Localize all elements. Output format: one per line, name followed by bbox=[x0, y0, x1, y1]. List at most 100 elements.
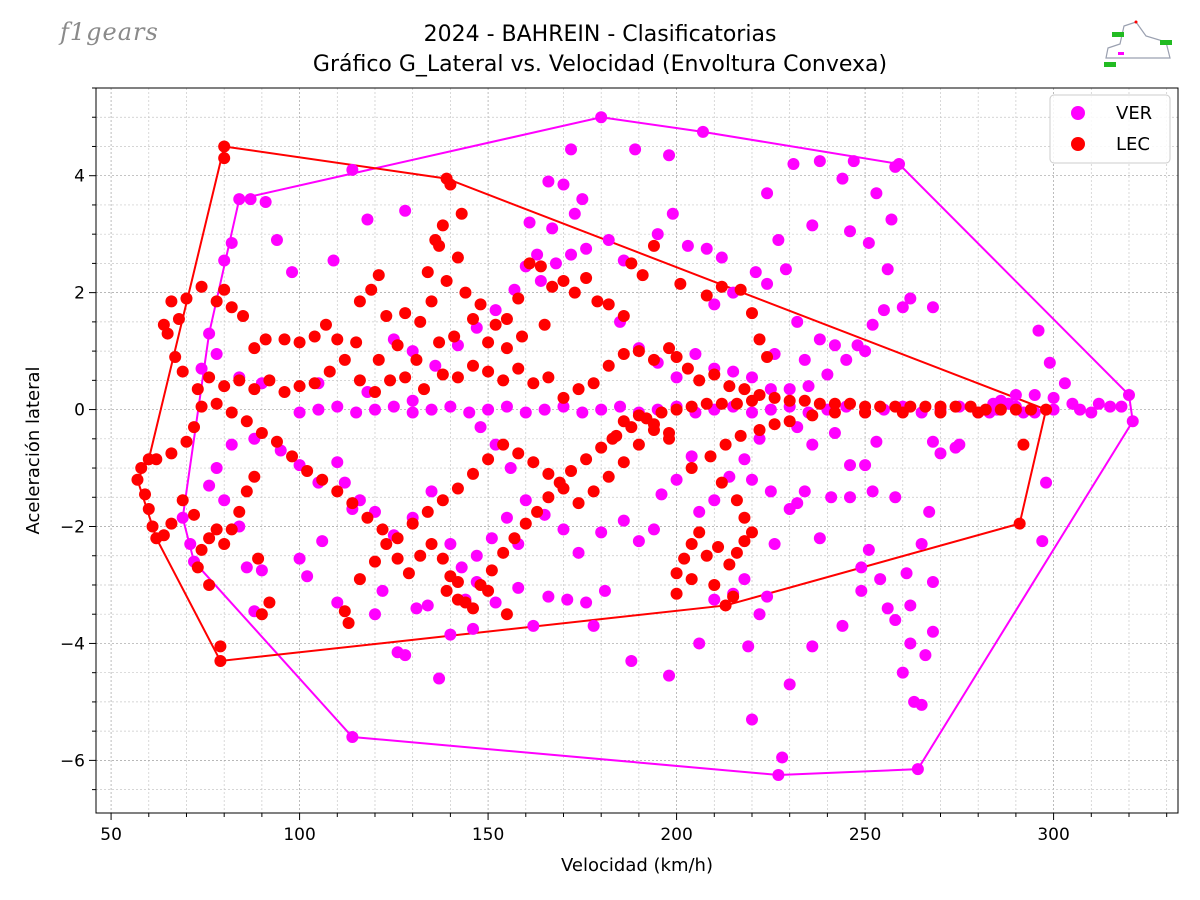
point-lec bbox=[225, 406, 238, 419]
point-lec bbox=[602, 359, 615, 372]
point-lec bbox=[783, 394, 796, 407]
point-ver bbox=[783, 678, 796, 691]
point-lec bbox=[399, 307, 412, 320]
x-tick-label: 150 bbox=[472, 825, 504, 845]
point-ver bbox=[463, 406, 476, 419]
point-ver bbox=[346, 163, 359, 176]
point-ver bbox=[1073, 403, 1086, 416]
point-ver bbox=[700, 242, 713, 255]
point-ver bbox=[429, 359, 442, 372]
point-ver bbox=[595, 111, 608, 124]
point-lec bbox=[368, 555, 381, 568]
point-ver bbox=[561, 593, 574, 606]
point-ver bbox=[557, 400, 570, 413]
point-ver bbox=[387, 400, 400, 413]
point-ver bbox=[565, 248, 578, 261]
point-lec bbox=[625, 257, 638, 270]
point-ver bbox=[855, 584, 868, 597]
point-ver bbox=[444, 628, 457, 641]
point-ver bbox=[647, 523, 660, 536]
point-ver bbox=[768, 538, 781, 551]
point-ver bbox=[904, 599, 917, 612]
point-ver bbox=[218, 254, 231, 267]
point-ver bbox=[1058, 377, 1071, 390]
point-ver bbox=[1028, 388, 1041, 401]
point-ver bbox=[847, 155, 860, 168]
point-ver bbox=[889, 160, 902, 173]
point-ver bbox=[331, 456, 344, 469]
point-lec bbox=[602, 470, 615, 483]
point-ver bbox=[693, 637, 706, 650]
hull-ver bbox=[181, 116, 1134, 776]
point-ver bbox=[576, 406, 589, 419]
point-lec bbox=[617, 456, 630, 469]
point-lec bbox=[240, 485, 253, 498]
point-lec bbox=[482, 584, 495, 597]
point-ver bbox=[715, 251, 728, 264]
point-lec bbox=[319, 318, 332, 331]
point-lec bbox=[135, 462, 148, 475]
point-ver bbox=[881, 602, 894, 615]
point-lec bbox=[700, 397, 713, 410]
point-ver bbox=[210, 348, 223, 361]
point-lec bbox=[188, 421, 201, 434]
point-lec bbox=[572, 497, 585, 510]
point-lec bbox=[534, 260, 547, 273]
point-lec bbox=[693, 374, 706, 387]
point-lec bbox=[606, 432, 619, 445]
point-ver bbox=[836, 172, 849, 185]
point-ver bbox=[406, 394, 419, 407]
point-lec bbox=[768, 418, 781, 431]
point-lec bbox=[474, 298, 487, 311]
point-lec bbox=[497, 438, 510, 451]
point-ver bbox=[696, 125, 709, 138]
point-lec bbox=[372, 269, 385, 282]
point-lec bbox=[180, 292, 193, 305]
point-lec bbox=[734, 283, 747, 296]
point-lec bbox=[255, 426, 268, 439]
point-ver bbox=[761, 187, 774, 200]
point-lec bbox=[500, 608, 513, 621]
point-ver bbox=[900, 567, 913, 580]
point-lec bbox=[538, 318, 551, 331]
point-ver bbox=[866, 485, 879, 498]
point-lec bbox=[350, 336, 363, 349]
point-ver bbox=[485, 532, 498, 545]
point-lec bbox=[214, 654, 227, 667]
point-ver bbox=[806, 219, 819, 232]
point-ver bbox=[327, 254, 340, 267]
point-lec bbox=[497, 374, 510, 387]
point-lec bbox=[734, 429, 747, 442]
point-ver bbox=[776, 751, 789, 764]
point-ver bbox=[286, 266, 299, 279]
point-lec bbox=[482, 365, 495, 378]
point-lec bbox=[225, 523, 238, 536]
point-lec bbox=[704, 450, 717, 463]
point-lec bbox=[467, 467, 480, 480]
point-lec bbox=[828, 406, 841, 419]
point-lec bbox=[844, 397, 857, 410]
point-lec bbox=[663, 342, 676, 355]
legend: VER LEC bbox=[1049, 94, 1171, 164]
point-ver bbox=[1122, 388, 1135, 401]
point-lec bbox=[440, 274, 453, 287]
point-ver bbox=[681, 239, 694, 252]
point-lec bbox=[553, 476, 566, 489]
point-ver bbox=[934, 447, 947, 460]
point-ver bbox=[844, 225, 857, 238]
point-lec bbox=[542, 491, 555, 504]
point-ver bbox=[926, 301, 939, 314]
point-ver bbox=[896, 301, 909, 314]
point-lec bbox=[783, 415, 796, 428]
point-lec bbox=[587, 485, 600, 498]
point-lec bbox=[693, 526, 706, 539]
point-ver bbox=[813, 333, 826, 346]
point-lec bbox=[338, 605, 351, 618]
point-lec bbox=[451, 482, 464, 495]
point-lec bbox=[286, 450, 299, 463]
point-ver bbox=[1009, 388, 1022, 401]
point-lec bbox=[602, 298, 615, 311]
point-lec bbox=[433, 239, 446, 252]
point-ver bbox=[557, 178, 570, 191]
point-ver bbox=[519, 494, 532, 507]
